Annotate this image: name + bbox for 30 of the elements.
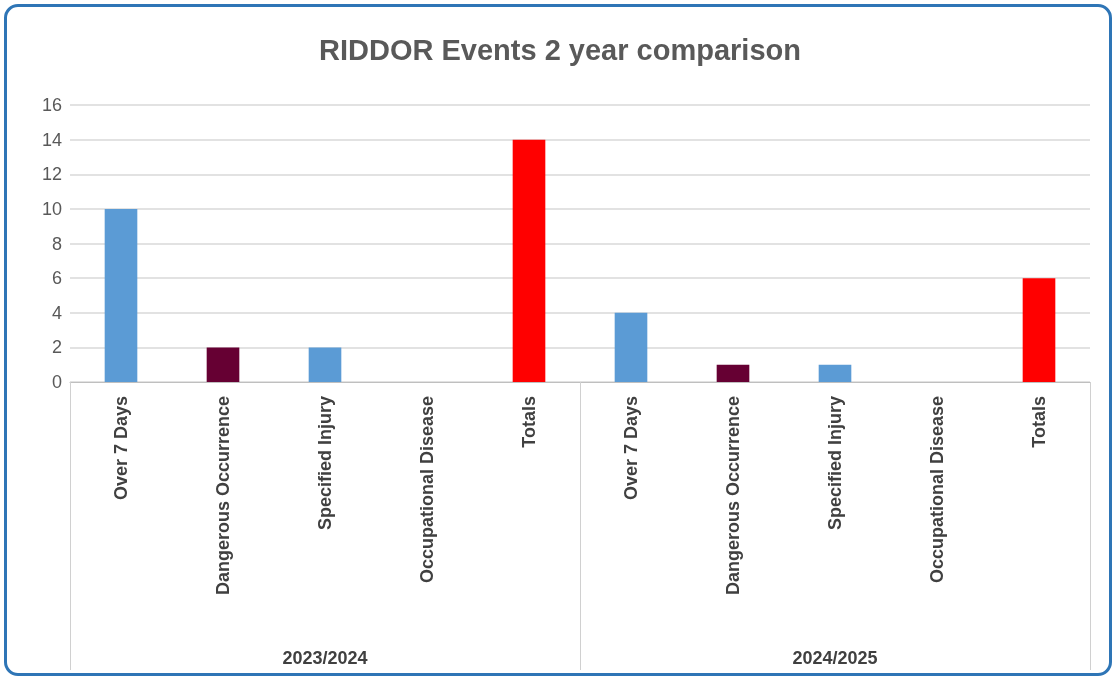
bar: [104, 208, 138, 382]
bar: [308, 347, 342, 382]
bar: [206, 347, 240, 382]
y-tick-label: 10: [41, 198, 62, 219]
y-tick-label: 14: [41, 129, 62, 150]
y-tick-label: 16: [41, 95, 62, 115]
bar: [716, 364, 750, 382]
bar: [1022, 278, 1056, 382]
x-tick-label: Dangerous Occurrence: [723, 396, 743, 596]
bar: [818, 364, 852, 382]
text: 2023/2024: [282, 648, 368, 668]
x-tick-label: Over 7 Days: [111, 396, 131, 501]
x-tick-label: Specified Injury: [825, 396, 845, 531]
x-tick-label: Occupational Disease: [417, 396, 437, 584]
y-tick-label: 6: [51, 268, 62, 289]
x-tick-label: Over 7 Days: [621, 396, 641, 501]
x-tick-label: Dangerous Occurrence: [213, 396, 233, 596]
x-tick-label: Totals: [1029, 396, 1049, 448]
x-tick-label: Totals: [519, 396, 539, 448]
chart-title: RIDDOR Events 2 year comparison: [319, 33, 801, 66]
y-tick-label: 4: [51, 302, 62, 323]
y-tick-label: 12: [41, 164, 62, 185]
x-tick-label: Occupational Disease: [927, 396, 947, 584]
y-tick-label: 0: [51, 372, 62, 392]
bar: [512, 139, 546, 382]
y-tick-label: 2: [51, 337, 62, 358]
text: 2024/2025: [792, 648, 878, 668]
x-tick-label: Specified Injury: [315, 396, 335, 531]
y-tick-label: 8: [51, 233, 62, 254]
bar: [614, 312, 648, 382]
